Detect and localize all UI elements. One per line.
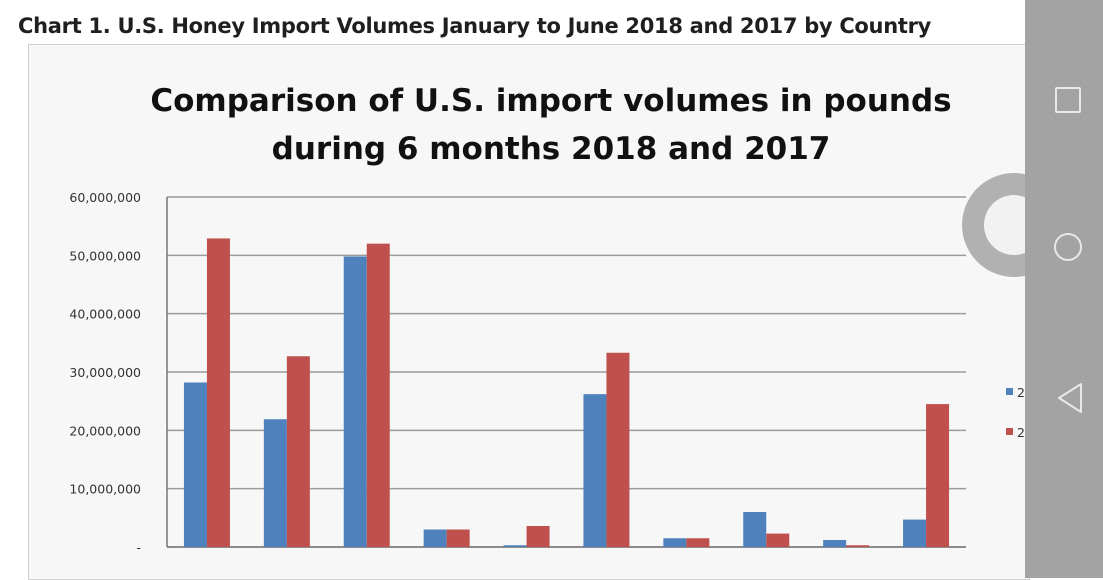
y-tick-label: 10,000,000 [69, 482, 141, 497]
bar-2018 [423, 529, 447, 547]
bar-2017 [926, 404, 950, 547]
chart-title-line: during 6 months 2018 and 2017 [272, 131, 831, 167]
bar-2017 [366, 243, 390, 547]
chart-title-line: Comparison of U.S. import volumes in pou… [150, 83, 951, 119]
legend-swatch-2017 [1006, 428, 1013, 435]
bar-2017 [526, 526, 550, 547]
bar-2018 [903, 519, 927, 547]
bar-chart: Comparison of U.S. import volumes in pou… [69, 83, 1029, 555]
bar-2018 [583, 394, 607, 547]
navigation-bar [1025, 0, 1103, 578]
square-icon[interactable] [1055, 87, 1081, 113]
y-tick-label: 30,000,000 [69, 365, 141, 380]
bar-2017 [606, 352, 630, 547]
bar-2018 [183, 382, 207, 547]
bar-2017 [846, 545, 870, 547]
bar-2018 [743, 512, 767, 547]
y-tick-label: 50,000,000 [69, 248, 141, 263]
y-tick-label: 40,000,000 [69, 307, 141, 322]
bar-2017 [286, 356, 310, 547]
y-tick-label: 60,000,000 [69, 190, 141, 205]
bar-2017 [686, 538, 710, 547]
bar-2017 [446, 529, 470, 547]
bar-2018 [263, 419, 287, 547]
y-tick-label: 20,000,000 [69, 423, 141, 438]
bar-2018 [503, 545, 527, 547]
bar-2017 [766, 533, 790, 547]
bar-2018 [823, 540, 847, 547]
circle-icon[interactable] [1054, 233, 1082, 261]
bar-2018 [343, 256, 367, 547]
legend-swatch-2018 [1006, 388, 1013, 395]
chart-area: Comparison of U.S. import volumes in pou… [28, 44, 1030, 580]
bar-2018 [663, 538, 687, 547]
triangle-back-icon[interactable] [1055, 382, 1085, 414]
y-tick-label: - [136, 540, 141, 555]
bar-2017 [206, 238, 230, 547]
chart-caption: Chart 1. U.S. Honey Import Volumes Janua… [18, 14, 932, 38]
